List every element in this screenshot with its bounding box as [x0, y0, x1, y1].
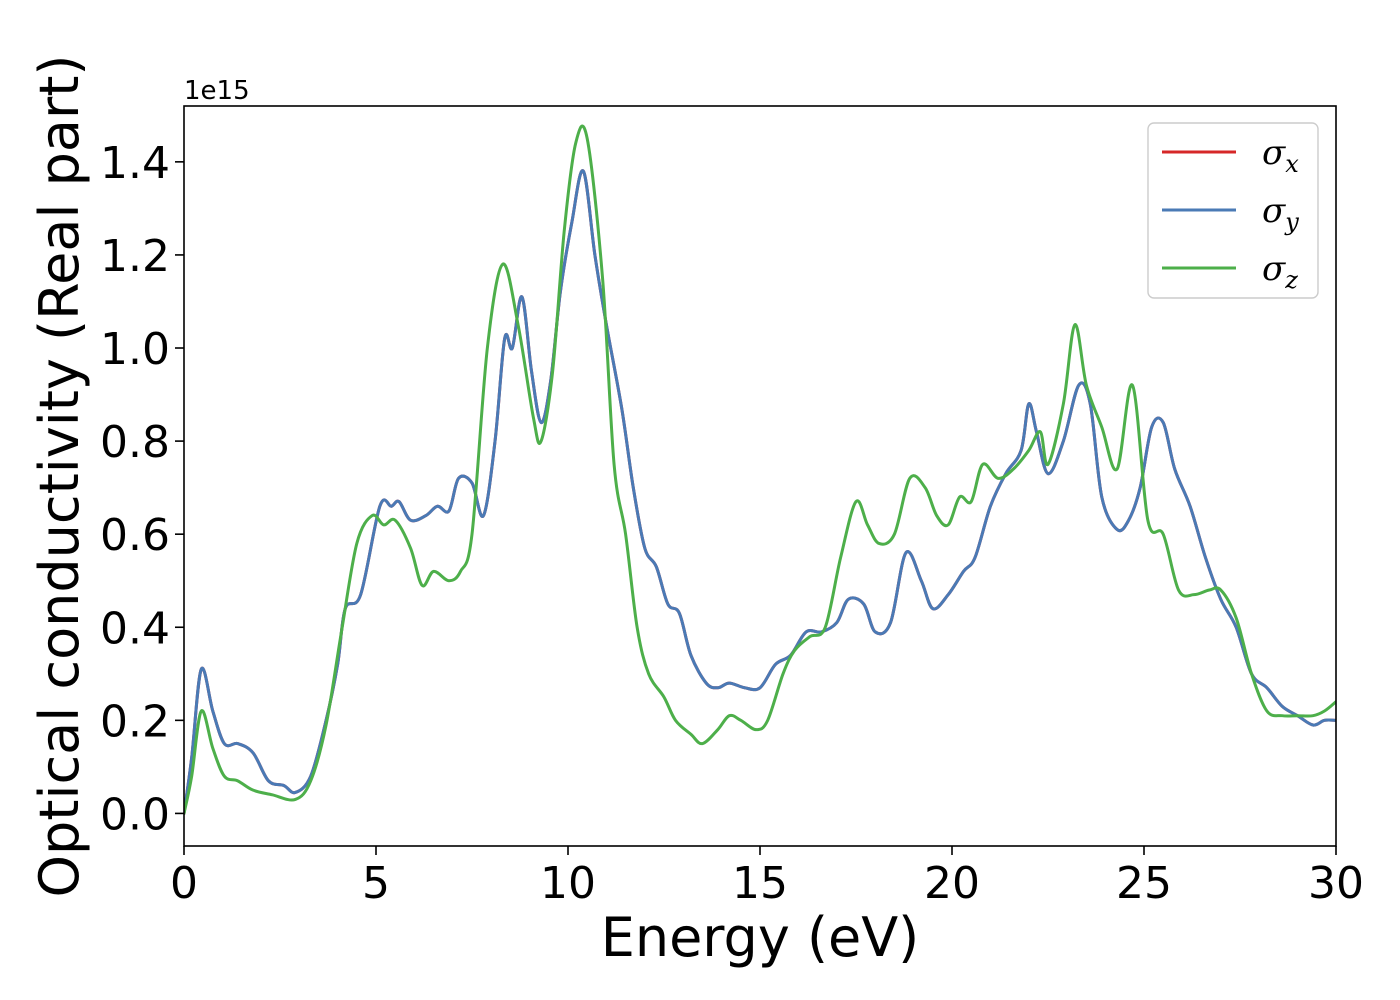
y-tick-label: 1.4 — [100, 138, 170, 189]
y-axis-ticks: 0.0 0.2 0.4 0.6 0.8 1.0 1.2 1.4 — [100, 138, 184, 840]
y-tick-label: 0.0 — [100, 789, 170, 840]
plot-area — [183, 105, 1337, 847]
x-tick-label: 20 — [924, 858, 980, 909]
legend-label-y: σy — [1262, 191, 1299, 236]
y-tick-label: 0.6 — [100, 510, 170, 561]
y-axis-label: Optical conductivity (Real part) — [28, 55, 91, 898]
y-axis-offset-label: 1e15 — [184, 76, 250, 106]
y-tick-label: 1.2 — [100, 231, 170, 282]
legend: σx σy σz — [1147, 122, 1319, 299]
legend-label-x: σx — [1262, 133, 1299, 178]
y-tick-label: 1.0 — [100, 324, 170, 375]
x-tick-label: 30 — [1308, 858, 1364, 909]
series-layer — [184, 124, 1336, 815]
y-tick-label: 0.8 — [100, 417, 170, 468]
x-axis-ticks: 0 5 10 15 20 25 30 — [170, 846, 1364, 909]
y-tick-label: 0.4 — [100, 603, 170, 654]
legend-label-z: σz — [1262, 249, 1298, 294]
x-axis-label: Energy (eV) — [601, 906, 920, 969]
series-line-y — [184, 169, 1336, 815]
x-tick-label: 25 — [1116, 858, 1172, 909]
x-tick-label: 0 — [170, 858, 198, 909]
y-tick-label: 0.2 — [100, 696, 170, 747]
x-tick-label: 5 — [362, 858, 390, 909]
x-tick-label: 10 — [540, 858, 596, 909]
series-line-z — [184, 124, 1336, 815]
x-tick-label: 15 — [732, 858, 788, 909]
